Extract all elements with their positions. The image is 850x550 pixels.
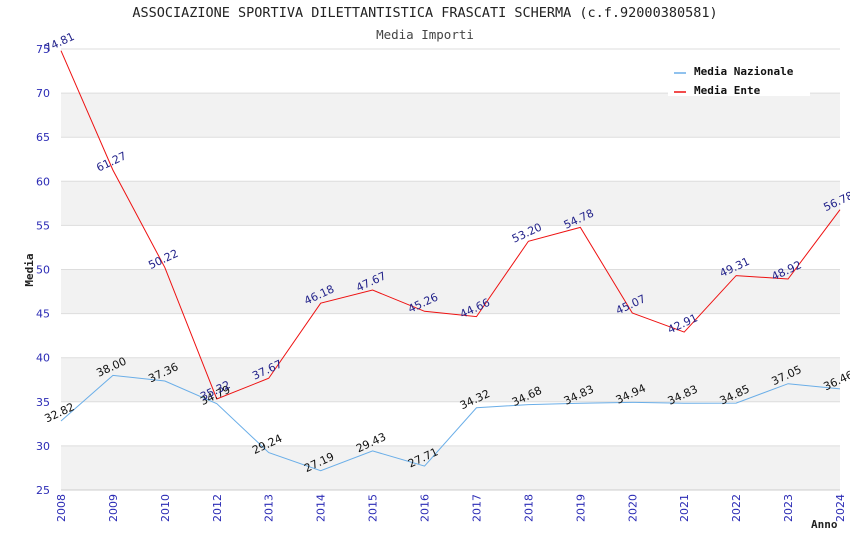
- x-tick-label: 2010: [159, 494, 172, 522]
- series-lines: [60, 50, 841, 472]
- x-axis-label: Anno: [811, 518, 838, 531]
- data-label-ente: 50.22: [146, 247, 180, 272]
- y-tick-label: 55: [36, 219, 50, 232]
- x-tick-label: 2019: [574, 494, 587, 522]
- y-tick-label: 50: [36, 264, 50, 277]
- x-tick-label: 2022: [730, 494, 743, 522]
- data-label-ente: 61.27: [94, 149, 128, 174]
- x-tick-label: 2012: [211, 494, 224, 522]
- x-tick-label: 2015: [367, 494, 380, 522]
- y-tick-label: 70: [36, 87, 50, 100]
- legend-box: [668, 60, 810, 96]
- chart-title: ASSOCIAZIONE SPORTIVA DILETTANTISTICA FR…: [132, 5, 718, 21]
- y-tick-label: 35: [36, 396, 50, 409]
- y-tick-label: 65: [36, 131, 50, 144]
- data-label-ente: 74.81: [42, 30, 76, 55]
- x-tick-label: 2013: [263, 494, 276, 522]
- plot-band: [61, 93, 840, 138]
- plot-band: [61, 181, 840, 226]
- x-tick-label: 2009: [107, 494, 120, 522]
- x-tick-label: 2017: [470, 494, 483, 522]
- y-tick-label: 40: [36, 352, 50, 365]
- plot-bands: [61, 93, 840, 490]
- series-line-ente: [60, 50, 841, 400]
- y-axis-label: Media: [23, 253, 36, 286]
- x-tick-label: 2020: [626, 494, 639, 522]
- series-line-nazionale: [60, 374, 841, 472]
- x-tick-label: 2018: [522, 494, 535, 522]
- y-tick-label: 75: [36, 43, 50, 56]
- chart-subtitle: Media Importi: [376, 27, 474, 42]
- plot-band: [61, 357, 840, 402]
- x-tick-label: 2023: [782, 494, 795, 522]
- y-tick-label: 60: [36, 175, 50, 188]
- x-tick-label: 2014: [315, 494, 328, 522]
- x-axis-ticks: 2008 2009 2010 2012 2013 2014 2015 2016 2017 2018…: [55, 494, 847, 522]
- y-tick-label: 45: [36, 308, 50, 321]
- x-tick-label: 2024: [834, 494, 847, 522]
- y-tick-label: 30: [36, 440, 50, 453]
- data-label-ente: 42.91: [666, 311, 700, 336]
- legend: Media Nazionale Media Ente: [668, 60, 810, 97]
- plot-band: [61, 269, 840, 314]
- x-tick-label: 2021: [678, 494, 691, 522]
- legend-label-ente: Media Ente: [694, 84, 761, 97]
- plot-band: [61, 445, 840, 490]
- y-axis-ticks: 25 30 35 40 45 50 55 60 65 70 75: [36, 43, 50, 497]
- legend-label-nazionale: Media Nazionale: [694, 65, 794, 78]
- y-tick-label: 25: [36, 484, 50, 497]
- x-tick-label: 2008: [55, 494, 68, 522]
- x-tick-label: 2016: [419, 494, 432, 522]
